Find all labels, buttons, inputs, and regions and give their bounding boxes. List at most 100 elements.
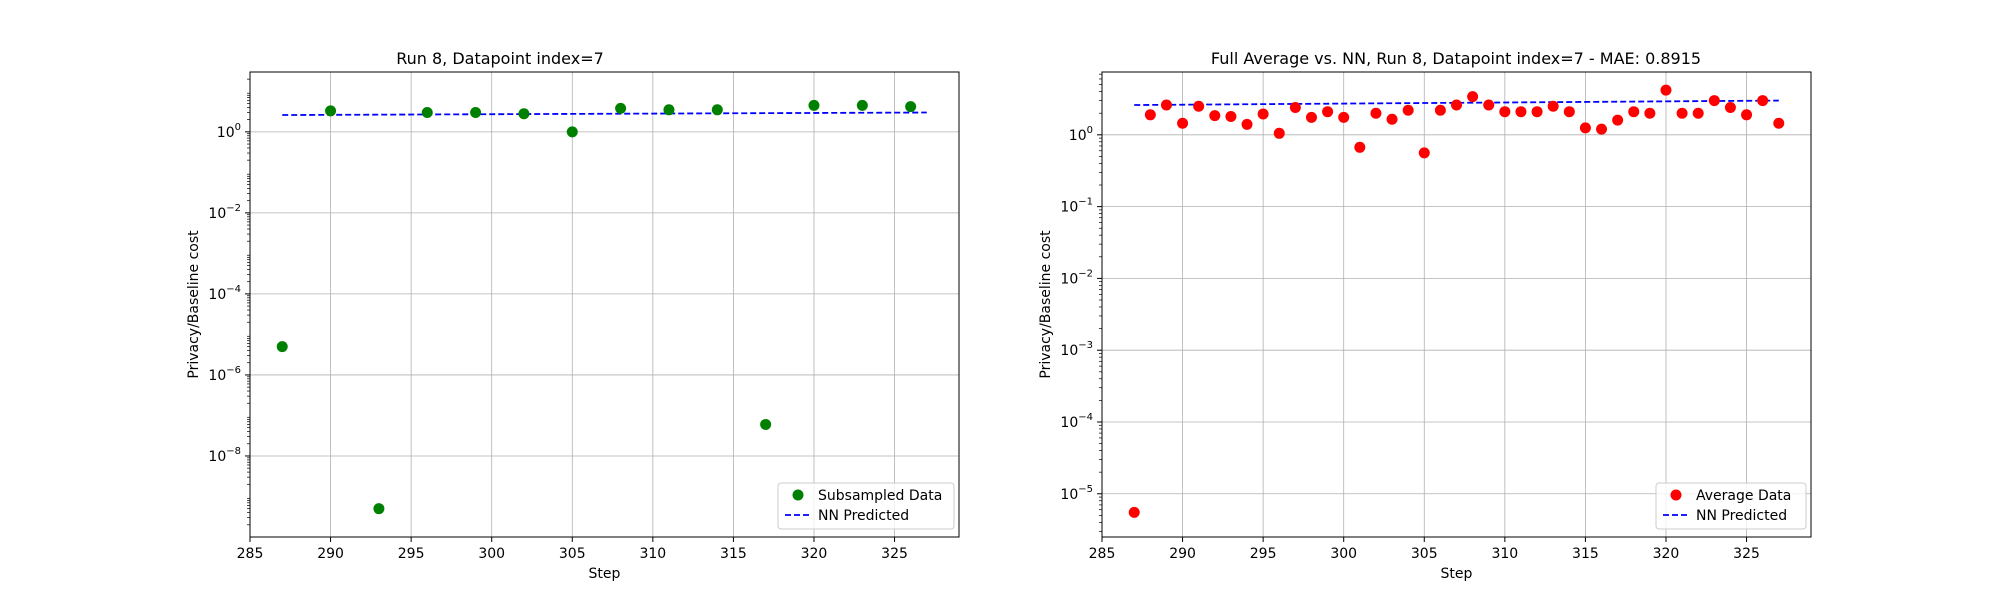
x-tick-label: 295 (398, 546, 425, 562)
chart-2-y-axis-label: Privacy/Baseline cost (1038, 230, 1054, 379)
data-point (1257, 108, 1269, 120)
chart-2-legend-label-average: Average Data (1696, 488, 1791, 504)
x-tick-label: 295 (1250, 546, 1277, 562)
x-tick-label: 310 (639, 546, 666, 562)
chart-2-title: Full Average vs. NN, Run 8, Datapoint in… (1211, 49, 1701, 68)
data-point (1209, 110, 1221, 122)
data-point (566, 126, 578, 138)
x-tick-label: 305 (559, 546, 586, 562)
y-tick-label: 10−1 (1060, 197, 1093, 216)
data-point (1386, 113, 1398, 125)
x-tick-label: 300 (478, 546, 505, 562)
y-tick-label: 10−4 (208, 284, 241, 303)
data-point (1741, 109, 1753, 121)
chart-1-points (276, 99, 917, 515)
data-point (1418, 147, 1430, 159)
y-tick-label: 10−2 (208, 203, 241, 222)
data-point (276, 341, 288, 353)
chart-1-title: Run 8, Datapoint index=7 (396, 49, 604, 68)
data-point (1225, 110, 1237, 122)
data-point (1273, 127, 1285, 139)
chart-1-legend-label-nn: NN Predicted (818, 508, 909, 524)
x-tick-label: 320 (1653, 546, 1680, 562)
x-tick-label: 285 (1089, 546, 1116, 562)
chart-1-x-axis-label: Step (589, 566, 621, 582)
chart-1-grid (250, 72, 959, 537)
x-tick-label: 290 (1169, 546, 1196, 562)
data-point (1193, 100, 1205, 112)
x-tick-label: 300 (1330, 546, 1357, 562)
data-point (905, 101, 917, 113)
data-point (1644, 107, 1656, 119)
data-point (1305, 111, 1317, 123)
data-point (1596, 123, 1608, 135)
data-point (663, 104, 675, 116)
y-tick-label: 10−4 (1060, 412, 1093, 431)
x-tick-label: 325 (1733, 546, 1760, 562)
data-point (808, 99, 820, 111)
data-point (1724, 102, 1736, 114)
data-point (470, 107, 482, 119)
x-tick-label: 305 (1411, 546, 1438, 562)
chart-1-legend-label-subsampled: Subsampled Data (818, 488, 942, 504)
data-point (1660, 84, 1672, 96)
data-point (1515, 106, 1527, 118)
data-point (1160, 99, 1172, 111)
chart-1: Run 8, Datapoint index=7 285 290 295 300 305… (186, 49, 960, 582)
y-tick-label: 10−3 (1060, 340, 1093, 359)
data-point (1773, 117, 1785, 129)
data-point (760, 418, 772, 430)
x-tick-label: 320 (801, 546, 828, 562)
data-point (711, 104, 723, 116)
chart-1-legend-marker-subsampled (792, 489, 804, 501)
data-point (518, 108, 530, 120)
data-point (1467, 91, 1479, 103)
data-point (421, 107, 433, 119)
data-point (1289, 102, 1301, 114)
y-tick-label: 10−2 (1060, 268, 1093, 287)
y-tick-label: 10−8 (208, 446, 241, 465)
data-point (1628, 106, 1640, 118)
y-tick-label: 10−6 (208, 365, 241, 384)
chart-2-y-ticks: 10−5 10−4 10−3 10−2 10−1 100 (1060, 73, 1102, 532)
data-point (1338, 111, 1350, 123)
data-point (325, 105, 337, 117)
chart-2-legend: Average Data NN Predicted (1655, 482, 1807, 530)
chart-1-x-ticks: 285 290 295 300 305 310 315 320 325 (237, 537, 908, 562)
chart-1-legend: Subsampled Data NN Predicted (777, 482, 955, 530)
data-point (856, 99, 868, 111)
y-tick-label: 10−5 (1060, 484, 1093, 503)
data-point (1128, 506, 1140, 518)
chart-2-x-ticks: 285 290 295 300 305 310 315 320 325 (1089, 537, 1760, 562)
data-point (1354, 141, 1366, 153)
chart-2-legend-box (1655, 482, 1807, 530)
data-point (373, 503, 385, 515)
data-point (1451, 99, 1462, 111)
y-tick-label: 100 (217, 122, 241, 141)
x-tick-label: 290 (317, 546, 344, 562)
x-tick-label: 310 (1491, 546, 1518, 562)
data-point (1177, 117, 1189, 129)
y-tick-label: 100 (1069, 125, 1093, 144)
data-point (1241, 118, 1253, 130)
chart-2-legend-label-nn: NN Predicted (1696, 508, 1787, 524)
chart-2: Full Average vs. NN, Run 8, Datapoint in… (1038, 49, 1812, 582)
x-tick-label: 315 (1572, 546, 1599, 562)
data-point (1322, 106, 1334, 118)
data-point (1499, 106, 1511, 118)
data-point (1434, 104, 1446, 116)
data-point (1370, 107, 1382, 119)
chart-2-plot-frame (1101, 71, 1812, 538)
chart-1-y-ticks: 10−8 10−6 10−4 10−2 100 (208, 78, 250, 526)
data-point (1692, 107, 1704, 119)
data-point (1547, 100, 1559, 112)
data-point (1612, 114, 1624, 126)
x-tick-label: 285 (237, 546, 264, 562)
data-point (1563, 106, 1575, 118)
data-point (1676, 107, 1688, 119)
data-point (1402, 104, 1414, 116)
chart-1-legend-box (777, 482, 955, 530)
data-point (1708, 95, 1720, 107)
data-point (615, 102, 627, 114)
